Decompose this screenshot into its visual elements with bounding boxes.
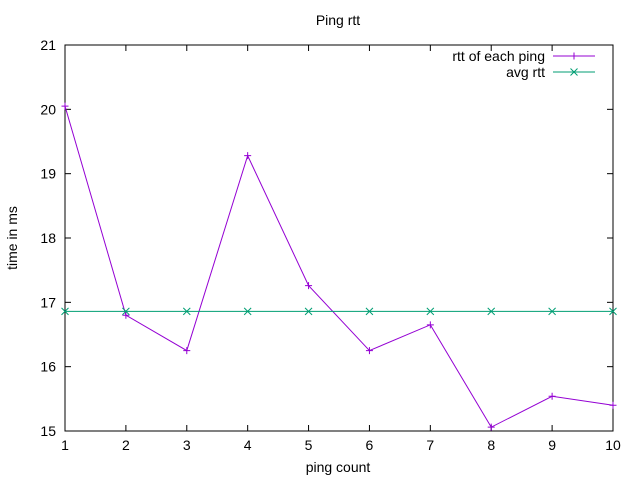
chart-title: Ping rtt xyxy=(316,12,360,28)
y-axis-label: time in ms xyxy=(4,206,20,270)
data-point xyxy=(61,307,69,316)
legend-marker xyxy=(570,68,578,76)
y-tick-label: 15 xyxy=(40,423,56,439)
data-point xyxy=(609,401,617,409)
data-point xyxy=(426,307,435,316)
x-tick-label: 4 xyxy=(244,437,252,453)
axes: 1 2 3 4 5 6 7 8 9 10 15 16 17 18 19 20 21 xyxy=(40,37,621,453)
data-point xyxy=(243,307,252,316)
data-point xyxy=(122,311,130,319)
data-point xyxy=(548,392,556,400)
data-point xyxy=(183,347,191,355)
legend-label: rtt of each ping xyxy=(452,48,545,64)
x-tick-label: 7 xyxy=(426,437,434,453)
y-tick-label: 17 xyxy=(40,294,56,310)
y-tick-label: 20 xyxy=(40,101,56,117)
y-tick-label: 16 xyxy=(40,359,56,375)
legend-marker xyxy=(570,52,578,60)
data-point xyxy=(244,152,252,160)
data-point xyxy=(305,282,313,290)
y-tick-label: 21 xyxy=(40,37,56,53)
data-point xyxy=(122,307,130,316)
data-point xyxy=(548,307,556,316)
x-tick-label: 3 xyxy=(183,437,191,453)
data-point xyxy=(426,321,434,329)
x-tick-label: 5 xyxy=(305,437,313,453)
x-tick-label: 6 xyxy=(366,437,374,453)
y-tick-label: 19 xyxy=(40,166,56,182)
x-axis-label: ping count xyxy=(306,459,371,475)
data-point xyxy=(182,307,191,316)
x-tick-label: 10 xyxy=(605,437,621,453)
x-tick-label: 9 xyxy=(548,437,556,453)
series-line xyxy=(64,105,614,428)
data-point xyxy=(487,423,495,431)
y-tick-label: 18 xyxy=(40,230,56,246)
data-point xyxy=(609,307,617,316)
data-point xyxy=(487,307,496,316)
x-tick-label: 1 xyxy=(61,437,69,453)
data-point xyxy=(304,307,313,316)
x-tick-label: 2 xyxy=(122,437,130,453)
plot-border xyxy=(64,44,614,432)
series-0 xyxy=(61,102,617,431)
series-layer xyxy=(61,102,617,431)
data-point xyxy=(365,347,373,355)
x-tick-label: 8 xyxy=(487,437,495,453)
legend-label: avg rtt xyxy=(506,64,545,80)
series-1 xyxy=(61,307,617,316)
data-point xyxy=(61,102,69,110)
data-point xyxy=(365,307,374,316)
